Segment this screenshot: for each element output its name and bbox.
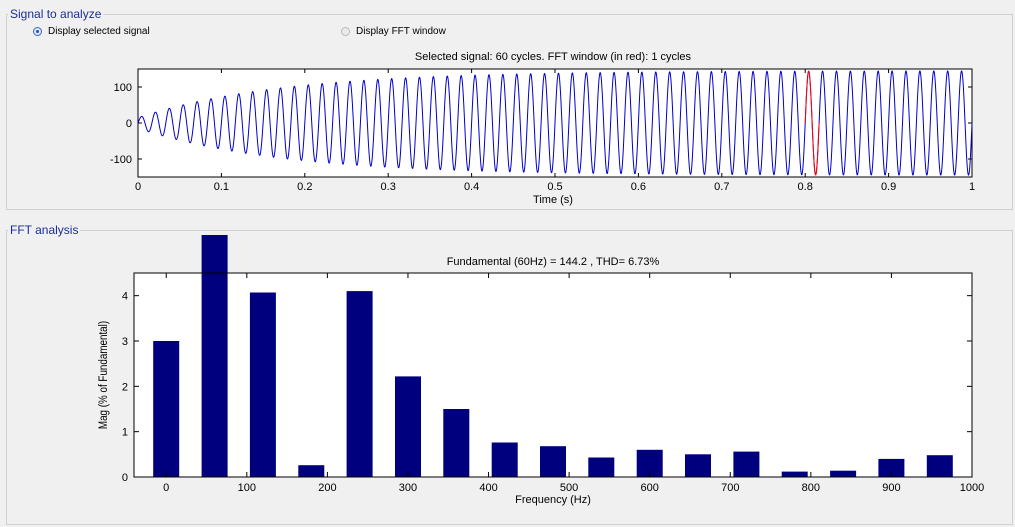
signal-x-tick-label: 0.7 (714, 181, 729, 193)
display-selected-signal-label: Display selected signal (48, 26, 150, 37)
fft-x-tick-label: 500 (560, 482, 578, 494)
signal-x-tick-label: 0.8 (798, 181, 813, 193)
signal-plot[interactable]: Selected signal: 60 cycles. FFT window (… (0, 40, 1015, 220)
fft-y-axis-label: Mag (% of Fundamental) (97, 321, 110, 429)
fft-bar (685, 454, 711, 477)
fft-bar (153, 341, 180, 477)
fft-x-tick-label: 700 (721, 482, 739, 494)
fft-axes-frame (133, 272, 973, 478)
fft-bar (346, 291, 373, 477)
signal-plot-title: Selected signal: 60 cycles. FFT window (… (415, 51, 692, 63)
display-selected-signal-radio[interactable]: Display selected signal (33, 26, 150, 37)
fft-bar (830, 470, 857, 477)
fft-bar (298, 465, 325, 477)
fft-bar (540, 446, 566, 477)
signal-x-tick-label: 0.4 (464, 181, 479, 193)
fft-y-tick-label: 4 (122, 291, 128, 303)
signal-y-tick-label: 0 (126, 118, 132, 130)
fft-x-tick-label: 600 (641, 482, 659, 494)
fft-panel (6, 230, 1013, 525)
fft-bar (249, 292, 276, 477)
fft-bar (733, 451, 760, 477)
fft-bar (926, 455, 953, 477)
fft-window-line (804, 70, 820, 176)
fft-plot[interactable]: Fundamental (60Hz) = 144.2 , THD= 6.73% … (0, 230, 1015, 520)
fft-panel-title: FFT analysis (8, 223, 81, 237)
fft-x-tick-label: 100 (238, 482, 256, 494)
fft-bar (878, 458, 905, 477)
fft-bar (491, 442, 518, 477)
signal-x-tick-label: 0.1 (214, 181, 229, 193)
signal-x-tick-label: 0.3 (381, 181, 396, 193)
signal-x-tick-label: 0.2 (297, 181, 312, 193)
fft-y-tick-label: 0 (122, 472, 128, 484)
signal-y-tick-label: 100 (114, 82, 132, 94)
fft-y-tick-label: 1 (122, 427, 128, 439)
fft-x-tick-label: 400 (479, 482, 497, 494)
fft-x-tick-label: 0 (163, 482, 169, 494)
fft-x-tick-label: 900 (882, 482, 900, 494)
fft-bar (588, 457, 615, 477)
signal-x-tick-label: 0.6 (631, 181, 646, 193)
signal-x-tick-label: 0 (135, 181, 141, 193)
fft-x-tick-label: 1000 (960, 482, 984, 494)
signal-series-line (137, 70, 973, 176)
fft-x-tick-label: 200 (318, 482, 336, 494)
fft-bar (443, 409, 470, 477)
radio-checked-icon (33, 27, 42, 36)
fft-x-tick-label: 800 (802, 482, 820, 494)
fft-plot-title: Fundamental (60Hz) = 144.2 , THD= 6.73% (447, 256, 660, 268)
fft-x-axis-label: Frequency (Hz) (515, 494, 591, 506)
fft-y-tick-label: 2 (122, 381, 128, 393)
radio-unchecked-icon (341, 27, 350, 36)
signal-x-tick-label: 0.9 (881, 181, 896, 193)
fft-x-tick-label: 300 (399, 482, 417, 494)
fft-bar (201, 235, 228, 477)
signal-y-tick-label: -100 (110, 154, 132, 166)
display-fft-window-label: Display FFT window (356, 26, 446, 37)
signal-panel-title: Signal to analyze (8, 7, 104, 21)
signal-x-axis-label: Time (s) (533, 194, 573, 206)
signal-x-tick-label: 1 (969, 181, 975, 193)
fft-bar (781, 471, 808, 477)
fft-y-tick-label: 3 (122, 336, 128, 348)
fft-bar (395, 376, 421, 477)
display-fft-window-radio[interactable]: Display FFT window (341, 26, 446, 37)
signal-x-tick-label: 0.5 (547, 181, 562, 193)
signal-panel (6, 14, 1013, 210)
